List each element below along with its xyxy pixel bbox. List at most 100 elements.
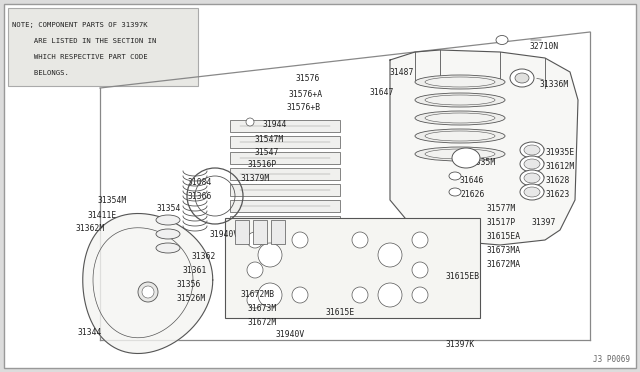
Circle shape: [352, 232, 368, 248]
Bar: [230, 152, 340, 164]
Ellipse shape: [415, 129, 505, 143]
Text: 32710N: 32710N: [530, 42, 559, 51]
Bar: [235, 220, 249, 244]
Circle shape: [247, 292, 263, 308]
Ellipse shape: [425, 77, 495, 87]
Text: NOTE; COMPONENT PARTS OF 31397K: NOTE; COMPONENT PARTS OF 31397K: [12, 22, 148, 28]
Text: 31526M: 31526M: [177, 294, 206, 303]
Bar: [271, 220, 285, 244]
Ellipse shape: [452, 148, 480, 168]
Text: 31361: 31361: [183, 266, 207, 275]
Text: 31672MB: 31672MB: [241, 290, 275, 299]
Circle shape: [378, 243, 402, 267]
Bar: [8, 8, 198, 86]
Ellipse shape: [524, 173, 540, 183]
Ellipse shape: [415, 93, 505, 107]
Bar: [230, 168, 340, 180]
Text: 31517P: 31517P: [487, 218, 516, 227]
Ellipse shape: [524, 159, 540, 169]
Text: 31672M: 31672M: [248, 318, 277, 327]
Text: 31612M: 31612M: [546, 162, 575, 171]
Text: 31336M: 31336M: [540, 80, 569, 89]
Text: 31366: 31366: [188, 192, 212, 201]
Text: 31487: 31487: [390, 68, 414, 77]
Circle shape: [258, 243, 282, 267]
Ellipse shape: [496, 35, 508, 45]
Text: 31673MA: 31673MA: [487, 246, 521, 255]
Ellipse shape: [449, 172, 461, 180]
Text: 31940V: 31940V: [276, 330, 305, 339]
Ellipse shape: [524, 187, 540, 197]
Circle shape: [142, 286, 154, 298]
Ellipse shape: [156, 243, 180, 253]
Ellipse shape: [425, 131, 495, 141]
Text: 31354M: 31354M: [98, 196, 127, 205]
Bar: [230, 200, 340, 212]
Ellipse shape: [449, 188, 461, 196]
Circle shape: [352, 287, 368, 303]
Ellipse shape: [425, 149, 495, 159]
Circle shape: [247, 232, 263, 248]
Circle shape: [292, 287, 308, 303]
Ellipse shape: [510, 69, 534, 87]
Circle shape: [378, 283, 402, 307]
Ellipse shape: [246, 118, 254, 126]
Text: 31623: 31623: [546, 190, 570, 199]
Text: 31356: 31356: [177, 280, 202, 289]
Ellipse shape: [520, 142, 544, 158]
Text: 21626: 21626: [460, 190, 484, 199]
Bar: [230, 136, 340, 148]
Text: 31335M: 31335M: [467, 158, 496, 167]
Text: ARE LISTED IN THE SECTION IN: ARE LISTED IN THE SECTION IN: [12, 38, 156, 44]
Ellipse shape: [520, 170, 544, 186]
Text: 31647: 31647: [370, 88, 394, 97]
Text: 31615EB: 31615EB: [446, 272, 480, 281]
Circle shape: [247, 262, 263, 278]
Ellipse shape: [425, 95, 495, 105]
Bar: [225, 218, 480, 318]
Circle shape: [258, 283, 282, 307]
Text: 31084: 31084: [188, 178, 212, 187]
Text: 31411E: 31411E: [88, 211, 117, 220]
Circle shape: [292, 232, 308, 248]
Ellipse shape: [520, 156, 544, 172]
Text: 31362: 31362: [192, 252, 216, 261]
Text: 31646: 31646: [460, 176, 484, 185]
Polygon shape: [390, 50, 578, 245]
Text: 31547M: 31547M: [255, 135, 284, 144]
Text: 31940VA: 31940VA: [210, 230, 244, 239]
Bar: [253, 220, 267, 244]
Ellipse shape: [520, 184, 544, 200]
Text: 31615E: 31615E: [326, 308, 355, 317]
Ellipse shape: [524, 145, 540, 155]
Ellipse shape: [156, 215, 180, 225]
Text: 31935E: 31935E: [546, 148, 575, 157]
Text: 31576: 31576: [296, 74, 321, 83]
Bar: [230, 184, 340, 196]
Ellipse shape: [156, 229, 180, 239]
Text: 31672MA: 31672MA: [487, 260, 521, 269]
Text: 31362M: 31362M: [76, 224, 105, 233]
Text: 31547: 31547: [255, 148, 280, 157]
Ellipse shape: [515, 73, 529, 83]
Text: 31944: 31944: [263, 120, 287, 129]
Ellipse shape: [415, 111, 505, 125]
Text: 31516P: 31516P: [248, 160, 277, 169]
Bar: [230, 216, 340, 228]
Bar: [230, 120, 340, 132]
Ellipse shape: [415, 147, 505, 161]
Circle shape: [412, 262, 428, 278]
Circle shape: [138, 282, 158, 302]
Circle shape: [412, 287, 428, 303]
Circle shape: [412, 232, 428, 248]
Text: WHICH RESPECTIVE PART CODE: WHICH RESPECTIVE PART CODE: [12, 54, 148, 60]
Polygon shape: [83, 214, 212, 353]
Text: 31577M: 31577M: [487, 204, 516, 213]
Ellipse shape: [415, 75, 505, 89]
Text: 31397K: 31397K: [446, 340, 476, 349]
Text: 31379M: 31379M: [241, 174, 270, 183]
Text: 31397: 31397: [532, 218, 556, 227]
Text: 31628: 31628: [546, 176, 570, 185]
Text: 31576+B: 31576+B: [287, 103, 321, 112]
Text: 31673M: 31673M: [248, 304, 277, 313]
